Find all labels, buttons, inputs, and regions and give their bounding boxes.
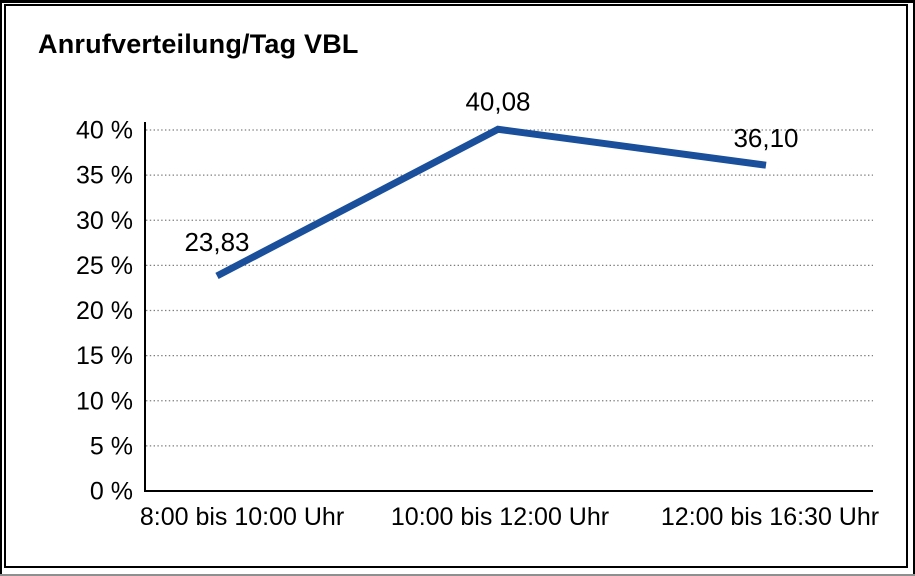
- y-tick-label: 0 %: [90, 478, 133, 506]
- series-line: [215, 125, 767, 280]
- y-tick-label: 40 %: [76, 117, 133, 145]
- page-bottom-edge: [0, 574, 915, 576]
- y-tick-label: 10 %: [76, 387, 133, 415]
- y-tick-label: 35 %: [76, 162, 133, 190]
- x-category-label: 8:00 bis 10:00 Uhr: [140, 503, 344, 531]
- page-right-edge: [913, 0, 915, 576]
- page-left-edge: [0, 0, 2, 576]
- y-tick-label: 20 %: [76, 297, 133, 325]
- y-tick-label: 15 %: [76, 342, 133, 370]
- x-category-label: 10:00 bis 12:00 Uhr: [391, 503, 609, 531]
- point-value-label: 23,83: [184, 227, 249, 257]
- chart-frame: [4, 4, 908, 568]
- y-tick-label: 25 %: [76, 252, 133, 280]
- page-top-edge: [0, 0, 915, 3]
- chart-title: Anrufverteilung/Tag VBL: [38, 29, 359, 59]
- y-tick-label: 30 %: [76, 207, 133, 235]
- x-category-label: 12:00 bis 16:30 Uhr: [661, 503, 879, 531]
- point-value-label: 36,10: [733, 123, 798, 153]
- y-tick-label: 5 %: [90, 432, 133, 460]
- point-value-label: 40,08: [465, 86, 530, 116]
